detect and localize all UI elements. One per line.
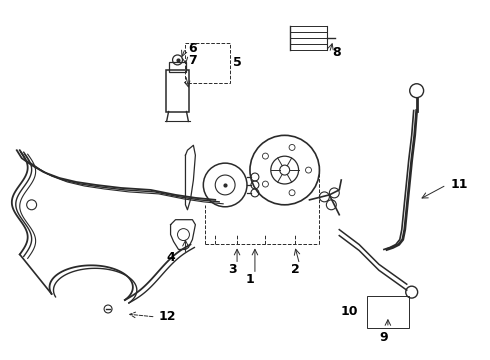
Bar — [185, 43, 230, 83]
Text: 12: 12 — [159, 310, 176, 323]
Text: 3: 3 — [228, 263, 236, 276]
Bar — [166, 70, 190, 112]
Text: 2: 2 — [291, 263, 300, 276]
Bar — [169, 62, 187, 72]
Text: 9: 9 — [380, 331, 388, 344]
Text: 7: 7 — [189, 54, 197, 67]
Text: 11: 11 — [450, 179, 468, 192]
Text: 10: 10 — [341, 306, 358, 319]
Text: 6: 6 — [189, 41, 197, 54]
Text: 8: 8 — [332, 46, 341, 59]
Text: 4: 4 — [166, 251, 175, 264]
Bar — [367, 296, 409, 328]
Text: 5: 5 — [233, 57, 242, 69]
Text: 1: 1 — [245, 273, 254, 286]
